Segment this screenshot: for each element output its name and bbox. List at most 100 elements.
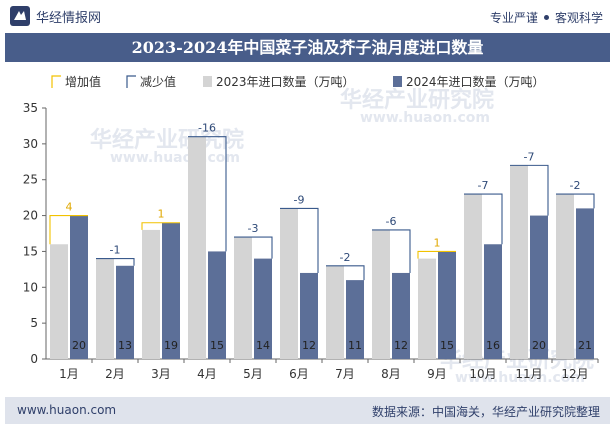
bar-2023 [418,258,436,359]
value-label-2024: 21 [578,339,592,352]
value-label-2024: 11 [348,339,362,352]
value-label-2024: 12 [394,339,408,352]
legend-2023-swatch [203,76,212,87]
slogan-right: 客观科学 [554,11,603,25]
y-tick-label: 10 [23,280,38,294]
x-tick-label: 7月 [335,367,355,381]
difference-label: -3 [248,222,259,235]
difference-label: 4 [66,201,73,214]
x-tick-label: 6月 [289,367,309,381]
y-tick-label: 20 [23,209,38,223]
bar-2024 [438,251,456,359]
bar-chart: 华经产业研究院华经产业研究院华经产业研究院www.huaon.comwww.hu… [23,74,599,386]
legend-increase-swatch [51,75,61,88]
decrease-marker [188,136,227,252]
bar-2023 [464,194,482,359]
bar-2024 [116,265,134,359]
y-tick-label: 15 [23,244,38,258]
value-label-2024: 14 [256,339,270,352]
bar-2024 [70,215,88,359]
y-tick-label: 30 [23,137,38,151]
value-label-2024: 15 [440,339,454,352]
difference-label: -1 [110,244,121,257]
legend-label: 2023年进口数量（万吨） [216,74,355,89]
x-tick-label: 5月 [243,367,263,381]
value-label-2024: 16 [486,339,500,352]
legend-label: 减少值 [140,74,176,89]
brand[interactable]: 华经情报网 [10,6,101,26]
bar-2024 [162,222,180,359]
bar-2024 [254,258,272,359]
difference-label: -7 [524,150,535,163]
brand-name: 华经情报网 [36,10,102,26]
difference-label: -2 [570,179,581,192]
bar-2023 [326,265,344,359]
title-bar: 2023-2024年中国菜子油及芥子油月度进口数量 [5,33,610,62]
bar-2024 [392,272,410,359]
y-tick-label: 25 [23,173,38,187]
difference-label: 1 [158,208,165,221]
increase-marker [141,222,180,230]
difference-label: -7 [478,179,489,192]
bar-2023 [142,229,160,359]
y-tick-label: 5 [30,316,38,330]
bar-2023 [372,229,390,359]
x-tick-label: 8月 [381,367,401,381]
decrease-marker [372,229,411,273]
difference-label: -2 [340,251,351,264]
bar-2023 [96,258,114,359]
bar-2024 [300,272,318,359]
value-label-2024: 13 [118,339,132,352]
difference-label: -9 [294,193,305,206]
watermark-text: 华经产业研究院 [90,127,244,153]
value-label-2024: 20 [72,339,86,352]
bar-2024 [346,280,364,359]
decrease-marker [234,236,273,259]
bar-2024 [576,208,594,359]
value-label-2024: 12 [302,339,316,352]
bar-2024 [208,251,226,359]
x-tick-label: 11月 [515,367,542,381]
bar-2023 [510,165,528,359]
footer: www.huaon.com 数据来源：中国海关，华经产业研究院整理 [5,397,610,424]
x-tick-label: 12月 [561,367,588,381]
decrease-marker [464,193,503,245]
x-tick-label: 10月 [469,367,496,381]
decrease-marker [326,265,365,281]
decrease-marker [280,207,319,273]
difference-label: -16 [198,122,216,135]
value-label-2024: 19 [164,339,178,352]
bar-2023 [556,194,574,359]
slogan-dot-icon [543,15,549,20]
bar-2023 [188,136,206,359]
x-tick-label: 9月 [427,367,447,381]
watermark-url: www.huaon.com [360,110,490,126]
legend-decrease-swatch [126,75,136,88]
difference-label: -6 [386,215,397,228]
slogan-left: 专业严谨 [489,11,538,25]
decrease-marker [556,193,595,209]
bar-2023 [50,244,68,359]
decrease-marker [96,258,135,266]
y-tick-label: 35 [23,101,38,115]
x-tick-label: 3月 [151,367,171,381]
watermark-url: www.huaon.com [455,370,585,386]
slogan: 专业严谨 客观科学 [490,9,603,26]
footer-source: 数据来源：中国海关，华经产业研究院整理 [371,405,600,419]
increase-marker [417,250,456,259]
x-tick-label: 4月 [197,367,217,381]
increase-marker [49,215,88,245]
huajing-logo-icon [10,6,30,26]
bar-2023 [234,237,252,359]
bar-2023 [280,208,298,359]
difference-label: 1 [434,236,441,249]
x-tick-label: 2月 [105,367,125,381]
bar-2024 [484,244,502,359]
legend-label: 增加值 [65,74,101,89]
footer-website[interactable]: www.huaon.com [17,403,117,417]
watermark-text: 华经产业研究院 [340,87,494,113]
legend-2024-swatch [393,76,402,87]
watermark-url: www.huaon.com [110,150,240,166]
chart-title: 2023-2024年中国菜子油及芥子油月度进口数量 [131,38,484,57]
value-label-2024: 15 [210,339,224,352]
